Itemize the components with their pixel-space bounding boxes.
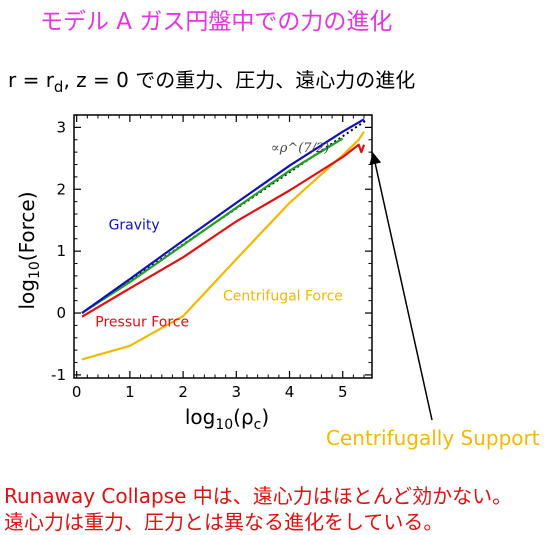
footer-line-1: Runaway Collapse 中は、遠心力はほとんど効かない。	[4, 484, 513, 508]
green-series-line	[81, 137, 344, 314]
series-label-pressur-force: Pressur Force	[95, 315, 189, 331]
subtitle-post: , z = 0 での重力、圧力、遠心力の進化	[63, 68, 416, 92]
reference-annotation: ∝ρ^(7/2)	[271, 141, 329, 156]
series-label-centrifugal-force: Centrifugal Force	[223, 289, 343, 305]
centrifugal-force-line	[81, 131, 365, 361]
x-tick-label: 5	[338, 383, 348, 401]
series-labels: Gravity Pressur Force Centrifugal Force	[95, 217, 343, 330]
x-axis-label-sub1: 10	[215, 417, 233, 433]
subtitle-sub: d	[53, 78, 64, 96]
footer-line-2: 遠心力は重力、圧力とは異なる進化をしている。	[4, 510, 444, 534]
subtitle-pre: r = r	[8, 68, 54, 92]
y-tick-label: 0	[56, 304, 66, 322]
y-axis-label-post: (Force)	[15, 191, 39, 261]
x-tick-label: 3	[232, 383, 242, 401]
x-tick-label: 4	[285, 383, 295, 401]
axis-ticks	[74, 114, 372, 378]
x-axis-label: log10(ρc)	[185, 405, 269, 433]
y-tick-label: -1	[51, 366, 66, 384]
callout-label: Centrifugally Support	[326, 426, 540, 450]
y-axis-label: log10(Force)	[15, 191, 43, 309]
callout-arrow	[369, 152, 433, 421]
plot-frame	[73, 114, 373, 379]
pressur-force-line	[81, 143, 366, 318]
axis-tick-labels: 0 1 2 3 4 5 -1 0 1 2 3	[51, 118, 347, 401]
x-axis-label-sub2: c	[254, 417, 262, 433]
x-axis-label-post: )	[261, 405, 269, 429]
y-tick-label: 3	[56, 118, 66, 136]
y-axis-label-sub: 10	[27, 261, 43, 279]
y-axis-label-pre: log	[15, 279, 39, 310]
slide-title: モデル A ガス円盤中での力の進化	[40, 9, 393, 35]
x-tick-label: 2	[178, 383, 188, 401]
y-tick-label: 2	[56, 180, 66, 198]
gravity-line	[81, 118, 365, 314]
x-tick-label: 0	[72, 383, 82, 401]
x-axis-label-mid: (ρ	[233, 405, 254, 429]
x-axis-label-pre: log	[185, 405, 216, 429]
x-tick-label: 1	[125, 383, 135, 401]
slide-subtitle: r = rd, z = 0 での重力、圧力、遠心力の進化	[8, 64, 415, 96]
series-lines	[81, 118, 368, 361]
series-label-gravity: Gravity	[109, 217, 160, 233]
y-tick-label: 1	[56, 242, 66, 260]
force-chart: 0 1 2 3 4 5 -1 0 1 2 3 Gravity Pressur Force Centrif…	[15, 114, 433, 433]
